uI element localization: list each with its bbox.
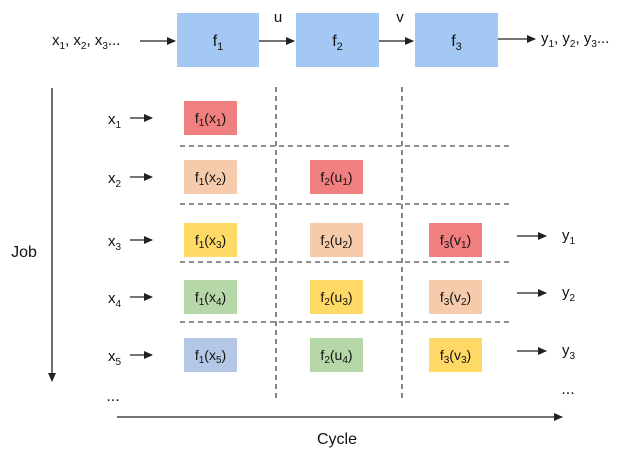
stage-cell-f1-x1	[184, 101, 237, 135]
stage-cell-f3-v2	[429, 280, 482, 314]
stage-cell-label: f1​(x3​)	[195, 232, 226, 251]
job-input-x3: x3​	[108, 233, 122, 253]
stage-cell-label: f1​(x1​)	[195, 110, 226, 129]
cycle-axis-label: Cycle	[317, 431, 357, 448]
job-input-x1: x1​	[108, 111, 122, 131]
stage-cell-label: f2​(u4​)	[320, 347, 352, 366]
stage-cell-label: f3​(v2​)	[440, 289, 471, 308]
stage-cell-label: f2​(u2​)	[320, 232, 352, 251]
function-label-f2: f2​	[332, 33, 343, 53]
stage-cell-label: f2​(u3​)	[320, 289, 352, 308]
function-box-f1	[177, 13, 259, 67]
stage-cell-f2-u1	[310, 160, 363, 194]
function-label-f3: f3​	[451, 33, 462, 53]
function-box-f3	[415, 13, 498, 67]
stage-cell-f2-u3	[310, 280, 363, 314]
ellipsis-left: ...	[106, 388, 119, 405]
stage-cell-label: f1​(x5​)	[195, 347, 226, 366]
stage-cell-f1-x2	[184, 160, 237, 194]
job-output-y1: y1​	[562, 227, 576, 247]
function-box-f2	[296, 13, 379, 67]
stage-cell-label: f3​(v1​)	[440, 232, 471, 251]
pipeline-input-label: x1​, x2​, x3​...	[52, 32, 120, 52]
stage-cell-label: f1​(x2​)	[195, 169, 226, 188]
job-input-x4: x4​	[108, 290, 122, 310]
pipeline-output-label: y1​, y2​, y3​...	[541, 30, 609, 50]
stage-cell-label: f2​(u1​)	[320, 169, 352, 188]
job-input-x5: x5​	[108, 348, 122, 368]
ellipsis-right: ...	[561, 381, 574, 398]
stage-cell-f3-v3	[429, 338, 482, 372]
stage-cell-label: f1​(x4​)	[195, 289, 226, 308]
job-input-x2: x2​	[108, 170, 122, 190]
connector-label-v: v	[396, 9, 404, 26]
stage-cell-f2-u2	[310, 223, 363, 257]
connector-label-u: u	[274, 9, 282, 26]
job-axis-label: Job	[11, 244, 37, 261]
stage-cell-f2-u4	[310, 338, 363, 372]
stage-cell-label: f3​(v3​)	[440, 347, 471, 366]
stage-cell-f1-x3	[184, 223, 237, 257]
stage-cell-f1-x4	[184, 280, 237, 314]
stage-cell-f3-v1	[429, 223, 482, 257]
job-output-y2: y2​	[562, 284, 576, 304]
function-label-f1: f1​	[213, 33, 224, 53]
stage-cell-f1-x5	[184, 338, 237, 372]
job-output-y3: y3​	[562, 342, 576, 362]
